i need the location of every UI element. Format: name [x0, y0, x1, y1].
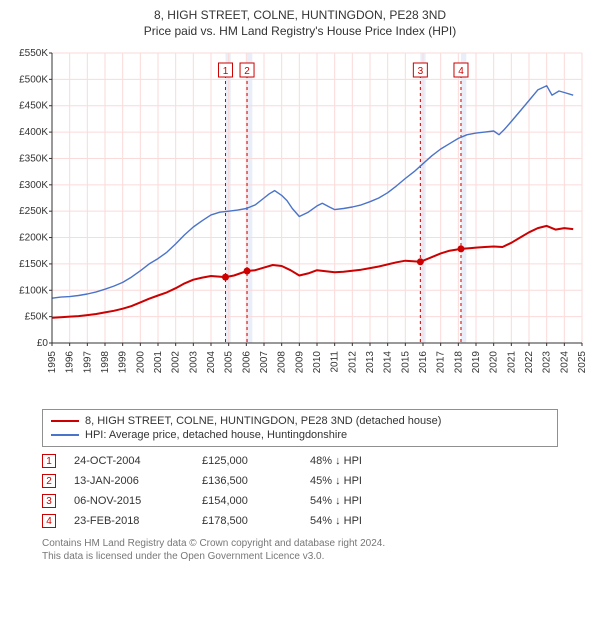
- svg-text:2001: 2001: [153, 351, 164, 374]
- svg-text:2015: 2015: [400, 351, 411, 374]
- svg-text:2010: 2010: [312, 351, 323, 374]
- svg-text:£200K: £200K: [19, 233, 48, 244]
- svg-text:1995: 1995: [47, 351, 58, 374]
- svg-text:2020: 2020: [489, 351, 500, 374]
- svg-text:£450K: £450K: [19, 101, 48, 112]
- price-chart: 1 2 3 4 £0 £50K £100K £150K £200K £250K £300K £350K…: [8, 43, 592, 403]
- sale-date: 13-JAN-2006: [74, 475, 184, 487]
- svg-text:£500K: £500K: [19, 75, 48, 86]
- footnote-line-1: Contains HM Land Registry data © Crown c…: [42, 537, 558, 550]
- sale-marker-1: 1: [42, 454, 56, 468]
- svg-text:£50K: £50K: [25, 312, 49, 323]
- svg-text:2003: 2003: [188, 351, 199, 374]
- svg-text:1997: 1997: [82, 351, 93, 374]
- sale-date: 24-OCT-2004: [74, 455, 184, 467]
- chart-container: 1 2 3 4 £0 £50K £100K £150K £200K £250K £300K £350K…: [8, 43, 592, 403]
- sale-price: £178,500: [202, 515, 292, 527]
- svg-text:2008: 2008: [277, 351, 288, 374]
- svg-text:2002: 2002: [171, 351, 182, 374]
- sale-delta: 48% ↓ HPI: [310, 455, 420, 467]
- sale-delta: 45% ↓ HPI: [310, 475, 420, 487]
- svg-text:£550K: £550K: [19, 48, 48, 59]
- svg-text:2006: 2006: [241, 351, 252, 374]
- svg-text:2004: 2004: [206, 351, 217, 374]
- svg-text:£400K: £400K: [19, 127, 48, 138]
- svg-text:4: 4: [458, 66, 464, 77]
- footnote-line-2: This data is licensed under the Open Gov…: [42, 550, 558, 563]
- svg-text:2022: 2022: [524, 351, 535, 374]
- svg-text:£150K: £150K: [19, 259, 48, 270]
- sale-row: 3 06-NOV-2015 £154,000 54% ↓ HPI: [42, 491, 558, 511]
- svg-text:2018: 2018: [453, 351, 464, 374]
- svg-text:2021: 2021: [506, 351, 517, 374]
- sale-delta: 54% ↓ HPI: [310, 495, 420, 507]
- svg-text:£250K: £250K: [19, 206, 48, 217]
- svg-text:1999: 1999: [118, 351, 129, 374]
- sale-price: £136,500: [202, 475, 292, 487]
- sale-marker-3: 3: [42, 494, 56, 508]
- sales-table: 1 24-OCT-2004 £125,000 48% ↓ HPI 2 13-JA…: [42, 451, 558, 531]
- sale-price: £125,000: [202, 455, 292, 467]
- sale-marker-4: 4: [42, 514, 56, 528]
- svg-text:2024: 2024: [559, 351, 570, 374]
- svg-text:2014: 2014: [383, 351, 394, 374]
- legend-item-property: 8, HIGH STREET, COLNE, HUNTINGDON, PE28 …: [51, 414, 549, 428]
- svg-text:2005: 2005: [224, 351, 235, 374]
- sale-row: 4 23-FEB-2018 £178,500 54% ↓ HPI: [42, 511, 558, 531]
- legend-label-property: 8, HIGH STREET, COLNE, HUNTINGDON, PE28 …: [85, 415, 441, 427]
- svg-text:£100K: £100K: [19, 285, 48, 296]
- svg-text:2011: 2011: [330, 351, 341, 373]
- svg-text:£350K: £350K: [19, 154, 48, 165]
- svg-text:1998: 1998: [100, 351, 111, 374]
- svg-text:2: 2: [244, 66, 250, 77]
- svg-text:1996: 1996: [65, 351, 76, 374]
- sale-date: 06-NOV-2015: [74, 495, 184, 507]
- title-line-2: Price paid vs. HM Land Registry's House …: [8, 24, 592, 40]
- svg-text:2019: 2019: [471, 351, 482, 374]
- title-line-1: 8, HIGH STREET, COLNE, HUNTINGDON, PE28 …: [8, 8, 592, 24]
- legend-swatch-hpi: [51, 434, 79, 436]
- svg-text:2000: 2000: [135, 351, 146, 374]
- chart-title-block: 8, HIGH STREET, COLNE, HUNTINGDON, PE28 …: [8, 8, 592, 39]
- sale-date: 23-FEB-2018: [74, 515, 184, 527]
- svg-text:£0: £0: [37, 338, 49, 349]
- svg-text:2009: 2009: [294, 351, 305, 374]
- sale-marker-2: 2: [42, 474, 56, 488]
- sale-row: 1 24-OCT-2004 £125,000 48% ↓ HPI: [42, 451, 558, 471]
- svg-text:2023: 2023: [542, 351, 553, 374]
- sale-row: 2 13-JAN-2006 £136,500 45% ↓ HPI: [42, 471, 558, 491]
- svg-text:2013: 2013: [365, 351, 376, 374]
- svg-text:2012: 2012: [347, 351, 358, 374]
- footnote: Contains HM Land Registry data © Crown c…: [42, 537, 558, 563]
- svg-text:2017: 2017: [436, 351, 447, 374]
- legend-item-hpi: HPI: Average price, detached house, Hunt…: [51, 428, 549, 442]
- legend-swatch-property: [51, 420, 79, 422]
- legend-label-hpi: HPI: Average price, detached house, Hunt…: [85, 429, 347, 441]
- svg-text:2016: 2016: [418, 351, 429, 374]
- svg-text:3: 3: [418, 66, 424, 77]
- legend: 8, HIGH STREET, COLNE, HUNTINGDON, PE28 …: [42, 409, 558, 447]
- svg-text:2025: 2025: [577, 351, 588, 374]
- svg-text:£300K: £300K: [19, 180, 48, 191]
- sale-price: £154,000: [202, 495, 292, 507]
- sale-delta: 54% ↓ HPI: [310, 515, 420, 527]
- svg-text:1: 1: [223, 66, 229, 77]
- svg-text:2007: 2007: [259, 351, 270, 374]
